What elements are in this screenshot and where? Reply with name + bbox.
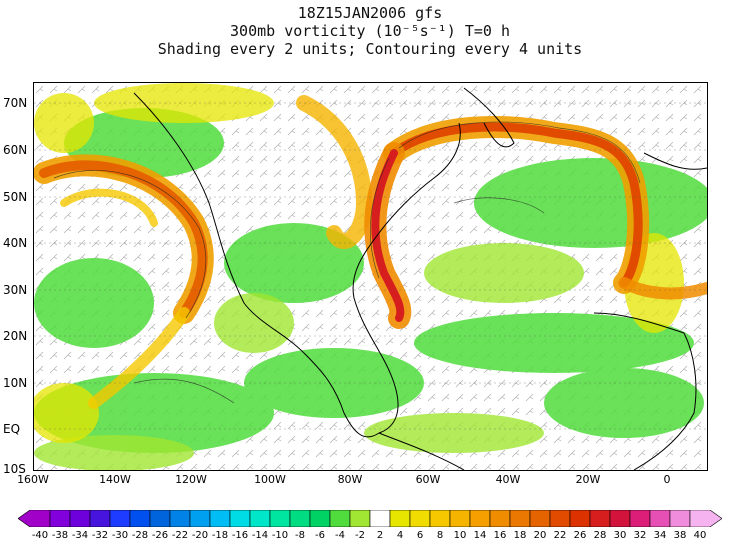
color-swatch [209,510,231,527]
color-scale-label: 38 [673,530,687,541]
lat-label-40n: 40N [3,236,28,250]
lon-label-140w: 140W [99,473,131,486]
map-title-field: 300mb vorticity (10⁻⁵s⁻¹) T=0 h [230,22,510,40]
color-swatch [689,510,722,527]
color-scale-label: -10 [271,530,289,541]
south-america-coast [378,432,465,470]
lat-label-60n: 60N [3,143,28,157]
color-scale-label: 18 [513,530,527,541]
color-swatch [409,510,431,527]
color-swatch [449,510,471,527]
color-scale-label: 8 [436,530,444,541]
color-swatch [229,510,251,527]
color-scale-label: 22 [553,530,567,541]
color-scale-label: 20 [533,530,547,541]
map-title-shading: Shading every 2 units; Contouring every … [157,40,583,58]
color-swatch [49,510,71,527]
lon-label-40w: 40W [495,473,521,486]
color-swatch [669,510,691,527]
color-scale-label: 40 [693,530,707,541]
color-scale-label: 32 [633,530,647,541]
color-scale-label: -34 [71,530,89,541]
vorticity-map [33,82,708,471]
color-swatch [609,510,631,527]
color-scale-label: -16 [231,530,249,541]
lon-label-100w: 100W [254,473,286,486]
color-scale-label: 34 [653,530,667,541]
lon-label-120w: 120W [175,473,207,486]
color-swatch [649,510,671,527]
color-swatch [349,510,371,527]
color-scale-label: 14 [473,530,487,541]
color-swatch [69,510,91,527]
lat-label-30n: 30N [3,283,28,297]
color-swatch [109,510,131,527]
color-scale-label: 16 [493,530,507,541]
color-swatch [549,510,571,527]
color-scale-label: -32 [91,530,109,541]
color-scale-label: -8 [295,530,305,541]
color-scale-label: -18 [211,530,229,541]
color-scale-label: 2 [376,530,384,541]
color-scale-label: -6 [315,530,325,541]
color-scale-label: 30 [613,530,627,541]
color-swatch [589,510,611,527]
lon-label-80w: 80W [337,473,363,486]
color-scale-label: -30 [111,530,129,541]
color-swatch [189,510,211,527]
lon-label-0: 0 [663,473,671,486]
color-swatch [369,510,391,527]
color-swatch [289,510,311,527]
lon-label-20w: 20W [575,473,601,486]
color-swatch [169,510,191,527]
lat-label-20n: 20N [3,329,28,343]
color-swatch [129,510,151,527]
lon-label-160w: 160W [17,473,49,486]
lon-label-60w: 60W [415,473,441,486]
color-scale-label: -14 [251,530,269,541]
color-swatch [469,510,491,527]
color-swatch [489,510,511,527]
lat-label-eq: EQ [3,422,21,436]
color-swatch [509,510,531,527]
color-swatch [309,510,331,527]
north-america-coast [133,92,461,438]
color-scale-label: -2 [355,530,365,541]
map-canvas [34,83,707,470]
color-swatch [18,510,51,527]
color-scale-label: -20 [191,530,209,541]
color-swatch [89,510,111,527]
europe-coast [643,152,707,170]
color-swatch [629,510,651,527]
color-scale-bar [18,510,722,527]
color-swatch [569,510,591,527]
color-swatch [149,510,171,527]
africa-coast [593,312,697,470]
lat-label-10n: 10N [3,376,28,390]
lat-label-10s: 10S [3,462,26,476]
color-scale-label: 10 [453,530,467,541]
color-scale-label: -4 [335,530,345,541]
color-scale-label: 6 [416,530,424,541]
color-scale-label: -38 [51,530,69,541]
color-scale-label: 26 [573,530,587,541]
color-swatch [269,510,291,527]
color-scale-label: -22 [171,530,189,541]
color-scale-label: -28 [131,530,149,541]
color-scale-label: 4 [396,530,404,541]
lat-label-70n: 70N [3,96,28,110]
color-swatch [329,510,351,527]
lat-label-50n: 50N [3,190,28,204]
color-swatch [429,510,451,527]
greenland-coast [463,87,515,148]
color-scale-label: -40 [31,530,49,541]
color-swatch [249,510,271,527]
color-swatch [389,510,411,527]
map-title-date: 18Z15JAN2006 gfs [297,4,443,22]
color-swatch [529,510,551,527]
color-scale-label: 28 [593,530,607,541]
color-scale-label: -26 [151,530,169,541]
